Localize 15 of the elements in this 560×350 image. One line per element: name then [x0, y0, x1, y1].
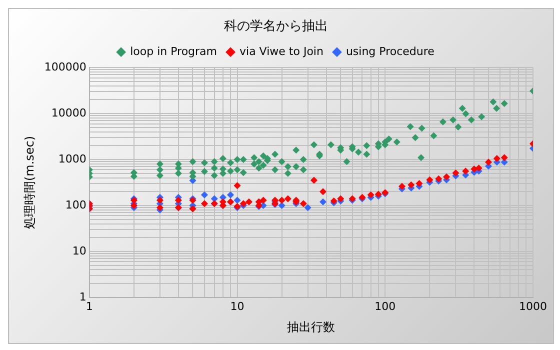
x-tick-label: 10	[230, 300, 244, 313]
legend-label: loop in Program	[130, 44, 218, 58]
y-tick-label: 1000	[58, 152, 86, 166]
chart-title: 科の学名から抽出	[224, 19, 328, 34]
legend-label: via Viwe to Join	[240, 44, 324, 58]
y-tick-label: 100	[65, 198, 86, 212]
y-tick-label: 1	[79, 290, 86, 304]
x-tick-label: 100	[374, 300, 396, 313]
y-tick-label: 100000	[44, 60, 86, 74]
y-axis-title: 処理時間(m.sec)	[22, 136, 36, 230]
y-tick-label: 10	[72, 244, 86, 258]
y-tick-label: 10000	[51, 106, 86, 120]
x-tick-label: 1000	[519, 300, 547, 313]
x-axis-title: 抽出行数	[287, 320, 336, 334]
legend-label: using Procedure	[346, 44, 435, 58]
